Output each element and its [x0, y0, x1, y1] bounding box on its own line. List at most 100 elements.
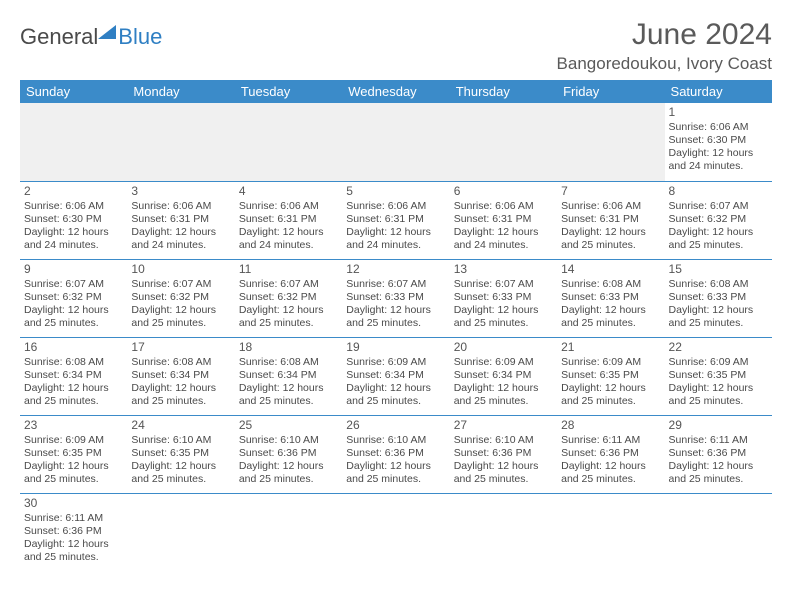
sunrise-line: Sunrise: 6:11 AM: [24, 512, 123, 525]
calendar-day-cell: 14Sunrise: 6:08 AMSunset: 6:33 PMDayligh…: [557, 259, 664, 337]
sunset-line: Sunset: 6:31 PM: [346, 213, 445, 226]
weekday-header: Tuesday: [235, 80, 342, 103]
calendar-week-row: 30Sunrise: 6:11 AMSunset: 6:36 PMDayligh…: [20, 493, 772, 571]
calendar-day-cell: [450, 103, 557, 181]
sunrise-line: Sunrise: 6:09 AM: [561, 356, 660, 369]
sunset-line: Sunset: 6:35 PM: [561, 369, 660, 382]
daylight-line: Daylight: 12 hours and 25 minutes.: [454, 460, 553, 486]
sunrise-line: Sunrise: 6:07 AM: [239, 278, 338, 291]
calendar-header-row: SundayMondayTuesdayWednesdayThursdayFrid…: [20, 80, 772, 103]
daylight-line: Daylight: 12 hours and 25 minutes.: [669, 304, 768, 330]
calendar-day-cell: 11Sunrise: 6:07 AMSunset: 6:32 PMDayligh…: [235, 259, 342, 337]
calendar-day-cell: 5Sunrise: 6:06 AMSunset: 6:31 PMDaylight…: [342, 181, 449, 259]
sunrise-line: Sunrise: 6:07 AM: [24, 278, 123, 291]
calendar-day-cell: [450, 493, 557, 571]
sunset-line: Sunset: 6:32 PM: [24, 291, 123, 304]
sunset-line: Sunset: 6:34 PM: [346, 369, 445, 382]
sunset-line: Sunset: 6:31 PM: [239, 213, 338, 226]
calendar-day-cell: [235, 103, 342, 181]
weekday-header: Thursday: [450, 80, 557, 103]
day-number: 6: [454, 184, 553, 199]
calendar-day-cell: [342, 493, 449, 571]
sunset-line: Sunset: 6:30 PM: [24, 213, 123, 226]
sunset-line: Sunset: 6:34 PM: [131, 369, 230, 382]
daylight-line: Daylight: 12 hours and 25 minutes.: [454, 382, 553, 408]
sunrise-line: Sunrise: 6:06 AM: [239, 200, 338, 213]
day-number: 9: [24, 262, 123, 277]
calendar-day-cell: 23Sunrise: 6:09 AMSunset: 6:35 PMDayligh…: [20, 415, 127, 493]
day-number: 21: [561, 340, 660, 355]
calendar-day-cell: 15Sunrise: 6:08 AMSunset: 6:33 PMDayligh…: [665, 259, 772, 337]
sail-icon: [98, 25, 116, 39]
day-number: 7: [561, 184, 660, 199]
sunset-line: Sunset: 6:31 PM: [561, 213, 660, 226]
weekday-header: Friday: [557, 80, 664, 103]
sunset-line: Sunset: 6:31 PM: [454, 213, 553, 226]
sunset-line: Sunset: 6:32 PM: [669, 213, 768, 226]
day-number: 23: [24, 418, 123, 433]
daylight-line: Daylight: 12 hours and 24 minutes.: [131, 226, 230, 252]
day-number: 8: [669, 184, 768, 199]
day-number: 17: [131, 340, 230, 355]
sunrise-line: Sunrise: 6:09 AM: [346, 356, 445, 369]
daylight-line: Daylight: 12 hours and 25 minutes.: [561, 382, 660, 408]
sunrise-line: Sunrise: 6:07 AM: [454, 278, 553, 291]
calendar-day-cell: 26Sunrise: 6:10 AMSunset: 6:36 PMDayligh…: [342, 415, 449, 493]
daylight-line: Daylight: 12 hours and 24 minutes.: [346, 226, 445, 252]
calendar-week-row: 2Sunrise: 6:06 AMSunset: 6:30 PMDaylight…: [20, 181, 772, 259]
daylight-line: Daylight: 12 hours and 25 minutes.: [454, 304, 553, 330]
sunrise-line: Sunrise: 6:09 AM: [669, 356, 768, 369]
sunset-line: Sunset: 6:36 PM: [669, 447, 768, 460]
daylight-line: Daylight: 12 hours and 25 minutes.: [239, 304, 338, 330]
sunrise-line: Sunrise: 6:06 AM: [346, 200, 445, 213]
daylight-line: Daylight: 12 hours and 25 minutes.: [239, 382, 338, 408]
calendar-table: SundayMondayTuesdayWednesdayThursdayFrid…: [20, 80, 772, 571]
sunset-line: Sunset: 6:35 PM: [669, 369, 768, 382]
calendar-day-cell: 25Sunrise: 6:10 AMSunset: 6:36 PMDayligh…: [235, 415, 342, 493]
sunrise-line: Sunrise: 6:08 AM: [24, 356, 123, 369]
calendar-day-cell: 17Sunrise: 6:08 AMSunset: 6:34 PMDayligh…: [127, 337, 234, 415]
daylight-line: Daylight: 12 hours and 25 minutes.: [239, 460, 338, 486]
calendar-day-cell: 8Sunrise: 6:07 AMSunset: 6:32 PMDaylight…: [665, 181, 772, 259]
sunrise-line: Sunrise: 6:06 AM: [561, 200, 660, 213]
daylight-line: Daylight: 12 hours and 24 minutes.: [24, 226, 123, 252]
calendar-day-cell: 1Sunrise: 6:06 AMSunset: 6:30 PMDaylight…: [665, 103, 772, 181]
day-number: 20: [454, 340, 553, 355]
sunrise-line: Sunrise: 6:06 AM: [131, 200, 230, 213]
sunset-line: Sunset: 6:36 PM: [561, 447, 660, 460]
daylight-line: Daylight: 12 hours and 25 minutes.: [131, 382, 230, 408]
calendar-day-cell: 18Sunrise: 6:08 AMSunset: 6:34 PMDayligh…: [235, 337, 342, 415]
calendar-day-cell: 3Sunrise: 6:06 AMSunset: 6:31 PMDaylight…: [127, 181, 234, 259]
sunset-line: Sunset: 6:30 PM: [669, 134, 768, 147]
calendar-day-cell: 7Sunrise: 6:06 AMSunset: 6:31 PMDaylight…: [557, 181, 664, 259]
sunset-line: Sunset: 6:36 PM: [346, 447, 445, 460]
title-block: June 2024 Bangoredoukou, Ivory Coast: [557, 18, 772, 74]
calendar-day-cell: 24Sunrise: 6:10 AMSunset: 6:35 PMDayligh…: [127, 415, 234, 493]
calendar-day-cell: 13Sunrise: 6:07 AMSunset: 6:33 PMDayligh…: [450, 259, 557, 337]
sunrise-line: Sunrise: 6:07 AM: [131, 278, 230, 291]
day-number: 29: [669, 418, 768, 433]
weekday-header: Sunday: [20, 80, 127, 103]
daylight-line: Daylight: 12 hours and 25 minutes.: [131, 460, 230, 486]
sunrise-line: Sunrise: 6:08 AM: [561, 278, 660, 291]
day-number: 26: [346, 418, 445, 433]
day-number: 2: [24, 184, 123, 199]
day-number: 1: [669, 105, 768, 120]
daylight-line: Daylight: 12 hours and 25 minutes.: [669, 382, 768, 408]
day-number: 15: [669, 262, 768, 277]
sunrise-line: Sunrise: 6:11 AM: [561, 434, 660, 447]
calendar-day-cell: 9Sunrise: 6:07 AMSunset: 6:32 PMDaylight…: [20, 259, 127, 337]
logo-text-blue: Blue: [118, 24, 162, 50]
calendar-day-cell: 30Sunrise: 6:11 AMSunset: 6:36 PMDayligh…: [20, 493, 127, 571]
daylight-line: Daylight: 12 hours and 25 minutes.: [131, 304, 230, 330]
calendar-day-cell: 6Sunrise: 6:06 AMSunset: 6:31 PMDaylight…: [450, 181, 557, 259]
sunrise-line: Sunrise: 6:07 AM: [346, 278, 445, 291]
calendar-day-cell: [235, 493, 342, 571]
sunset-line: Sunset: 6:34 PM: [454, 369, 553, 382]
sunset-line: Sunset: 6:34 PM: [24, 369, 123, 382]
calendar-day-cell: [665, 493, 772, 571]
day-number: 27: [454, 418, 553, 433]
calendar-day-cell: [127, 103, 234, 181]
sunrise-line: Sunrise: 6:08 AM: [131, 356, 230, 369]
daylight-line: Daylight: 12 hours and 24 minutes.: [669, 147, 768, 173]
